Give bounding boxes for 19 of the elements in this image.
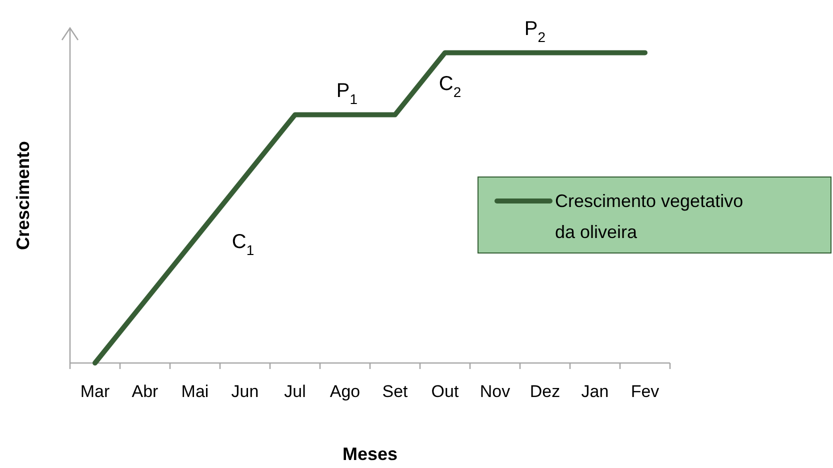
x-tick-label: Set [382,382,408,401]
x-tick-label: Abr [132,382,159,401]
x-tick-label: Fev [630,382,660,401]
x-tick-label: Dez [530,382,560,401]
annotation: C$_{1}$ [232,231,254,258]
x-axis-title: Meses [342,444,398,464]
x-tick-label: Nov [480,382,511,401]
annotation: C$_{2}$ [438,73,462,100]
x-tick-label: Ago [330,382,360,401]
x-tick-label: Mar [80,382,110,401]
text: P$_{2}$ [524,18,546,45]
x-tick-label: Mai [181,382,209,401]
x-tick-label: Jul [284,382,306,401]
y-axis-title: Crescimento [13,140,33,250]
legend-label: Crescimento vegetativo da oliveira [555,191,744,242]
annotation: P$_{1}$ [336,80,358,107]
x-tick-label: Jan [581,382,609,401]
x-tick-label: Out [431,382,459,401]
x-tick-label: Jun [231,382,259,401]
